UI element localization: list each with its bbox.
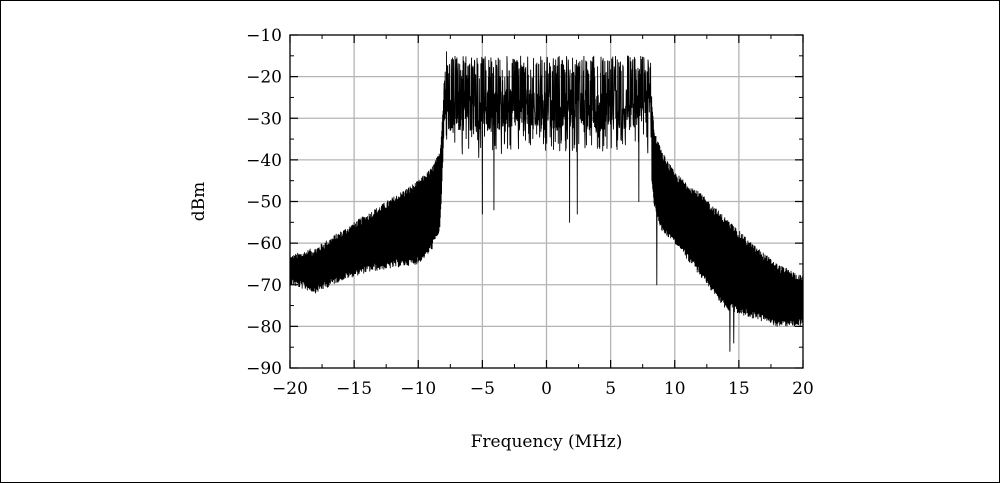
spectrum-line (289, 51, 804, 352)
x-tick-label: −20 (272, 379, 308, 399)
y-axis-label: dBm (189, 182, 209, 222)
x-tick-label: −15 (336, 379, 372, 399)
x-tick-label: 5 (605, 379, 616, 399)
y-tick-label: −70 (246, 276, 282, 296)
tick-labels: −20 −15 −10 −5 0 5 10 15 20−90−80−70−60−50−40−30… (246, 26, 814, 399)
y-tick-label: −30 (246, 109, 282, 129)
y-tick-label: −90 (246, 359, 282, 379)
x-tick-label: 0 (541, 379, 552, 399)
y-tick-label: −40 (246, 151, 282, 171)
axis-ticks (289, 34, 804, 369)
y-tick-label: −20 (246, 68, 282, 88)
y-tick-label: −50 (246, 193, 282, 213)
x-tick-label: −10 (400, 379, 436, 399)
y-tick-label: −60 (246, 234, 282, 254)
y-tick-label: −10 (246, 26, 282, 46)
x-axis-label: Frequency (MHz) (471, 432, 623, 452)
y-tick-label: −80 (246, 317, 282, 337)
x-tick-label: −5 (470, 379, 495, 399)
x-tick-label: 20 (792, 379, 814, 399)
spectrum-trace (289, 51, 804, 352)
x-tick-label: 10 (664, 379, 686, 399)
x-tick-label: 15 (728, 379, 750, 399)
